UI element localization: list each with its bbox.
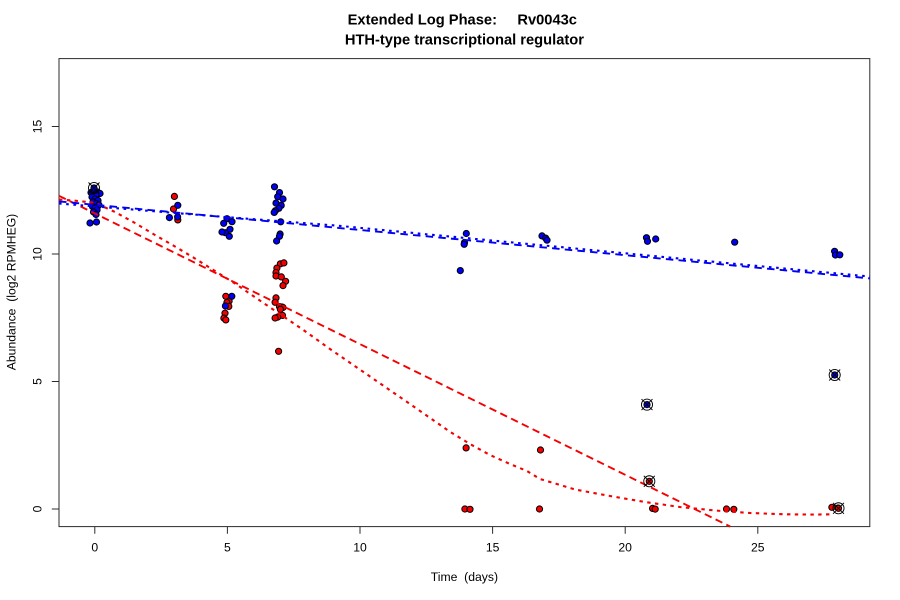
svg-text:Time (days): Time (days) xyxy=(431,570,498,584)
svg-text:Extended Log Phase: Rv0043: Extended Log Phase: Rv0043c xyxy=(348,13,577,29)
svg-text:20: 20 xyxy=(618,541,632,555)
svg-text:15: 15 xyxy=(31,120,45,134)
svg-text:HTH-type transcriptional regul: HTH-type transcriptional regulator xyxy=(345,33,584,49)
svg-text:25: 25 xyxy=(751,541,765,555)
svg-text:0: 0 xyxy=(31,505,45,512)
svg-text:15: 15 xyxy=(486,541,500,555)
svg-text:10: 10 xyxy=(353,541,367,555)
svg-text:0: 0 xyxy=(91,541,98,555)
svg-text:Abundance (log2 RPMHEG): Abundance (log2 RPMHEG) xyxy=(5,214,19,370)
svg-text:5: 5 xyxy=(31,378,45,385)
svg-text:10: 10 xyxy=(31,247,45,261)
svg-text:5: 5 xyxy=(224,541,231,555)
